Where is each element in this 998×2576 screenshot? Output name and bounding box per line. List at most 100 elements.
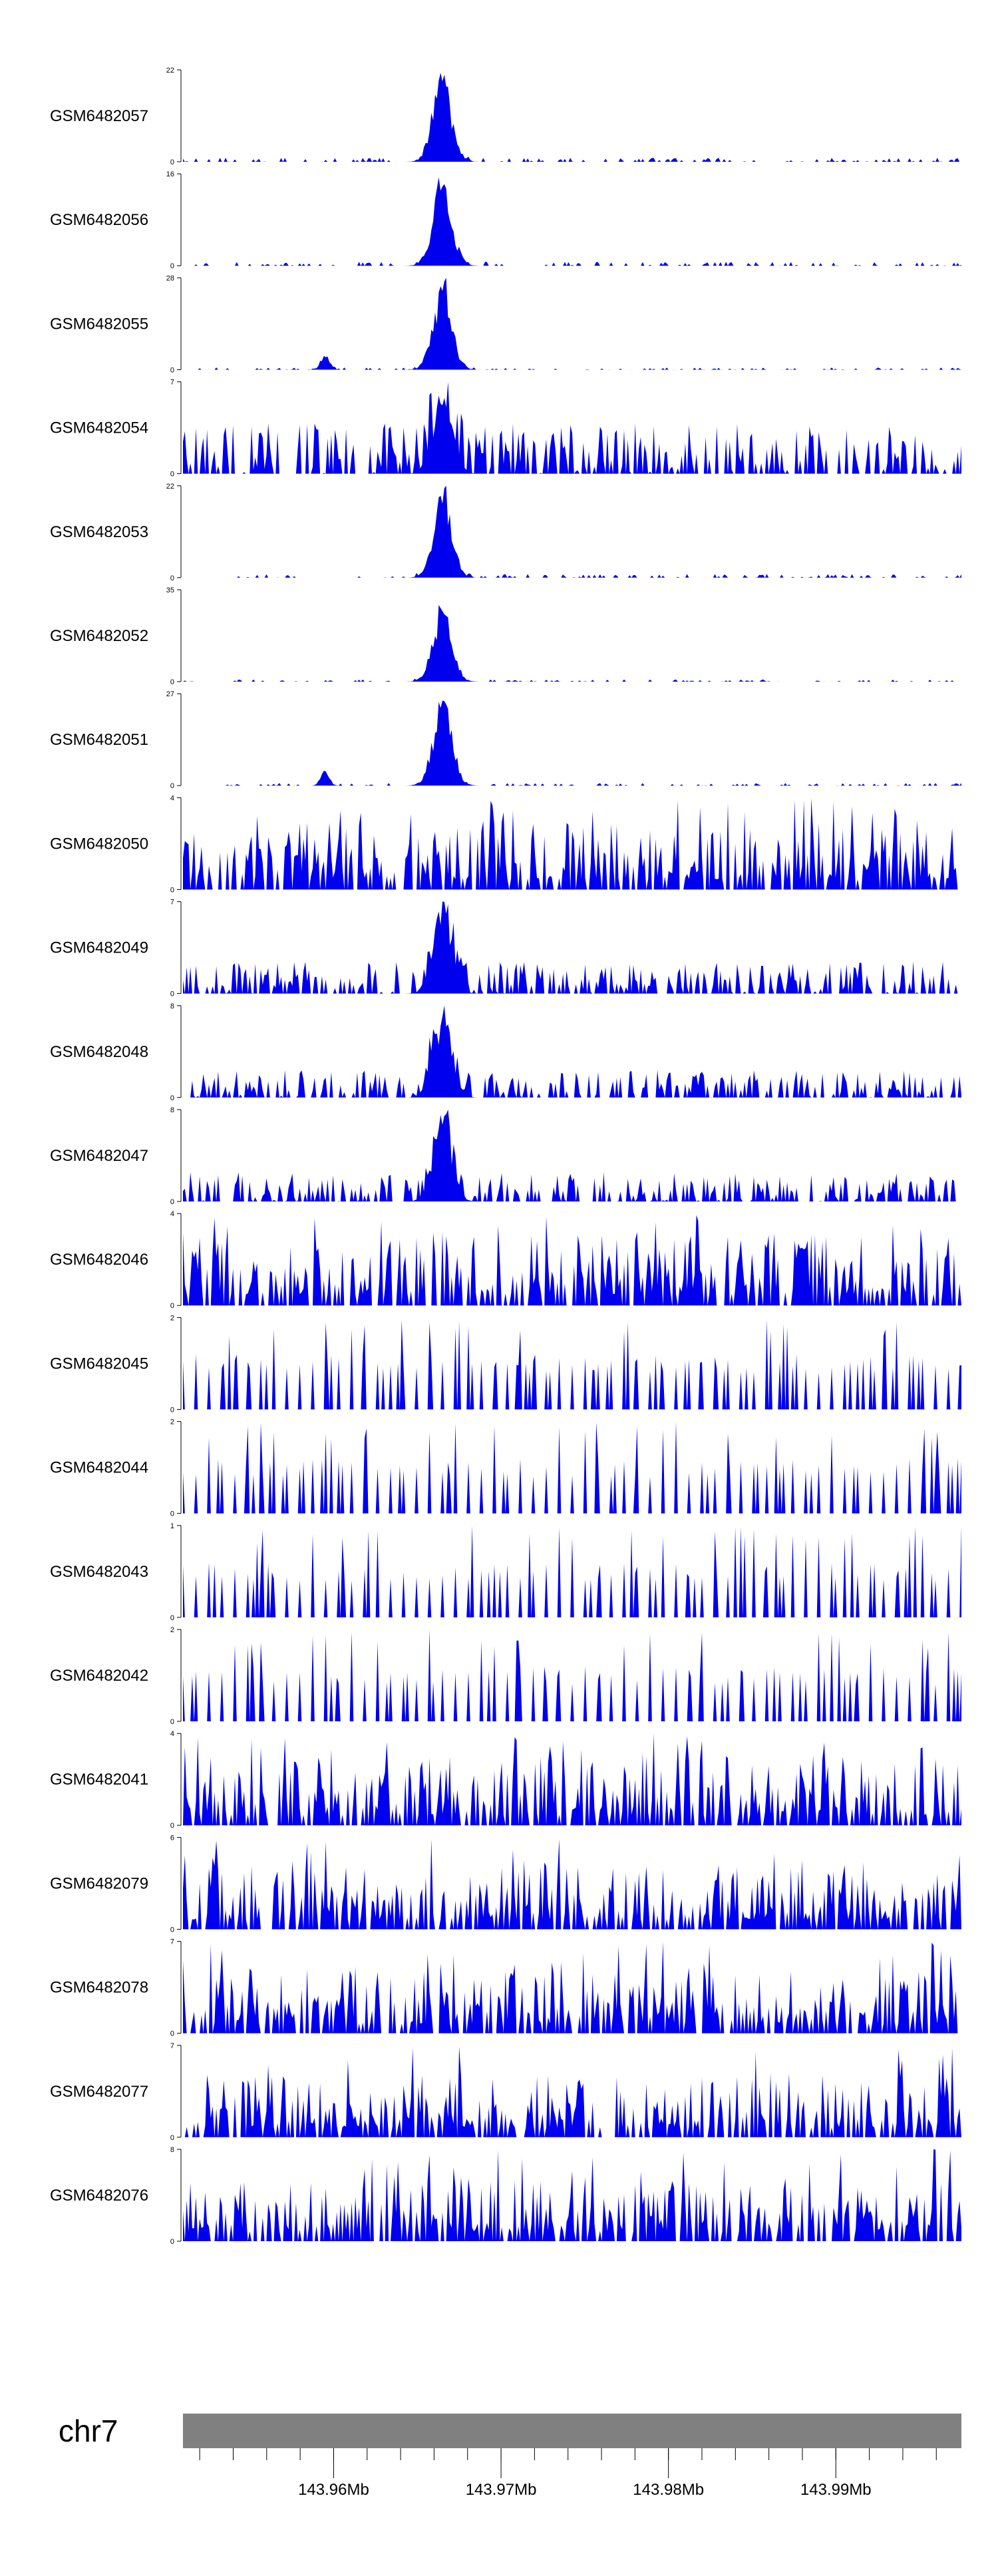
- coverage-track: GSM6482055 28 0: [50, 274, 961, 374]
- y-tick-label-zero: 0: [170, 990, 174, 998]
- y-tick-label-zero: 0: [170, 782, 174, 790]
- coverage-area: [183, 278, 961, 370]
- coverage-track: GSM6482044 2 0: [50, 1418, 961, 1518]
- coverage-tracks: GSM6482057220GSM6482056160GSM6482055280G…: [50, 67, 961, 2246]
- coverage-area: [183, 1942, 961, 2034]
- track-label: GSM6482049: [50, 939, 148, 957]
- y-tick-label-max: 7: [170, 1938, 174, 1946]
- y-tick-label-max: 1: [170, 1522, 174, 1530]
- track-label: GSM6482054: [50, 419, 148, 437]
- y-tick-label-zero: 0: [170, 886, 174, 894]
- y-tick-label-max: 2: [170, 1626, 174, 1634]
- coverage-area: [183, 700, 961, 786]
- coverage-track: GSM6482052 35 0: [50, 586, 961, 686]
- genome-axis-tick-label: 143.96Mb: [298, 2481, 369, 2499]
- y-tick-label-max: 4: [170, 1730, 174, 1738]
- track-label: GSM6482077: [50, 2083, 148, 2101]
- y-tick-label-max: 16: [166, 170, 174, 178]
- coverage-track: GSM6482078 7 0: [50, 1938, 961, 2038]
- y-tick-label-max: 4: [170, 1210, 174, 1218]
- y-tick-label-zero: 0: [170, 262, 174, 270]
- y-tick-label-zero: 0: [170, 1406, 174, 1414]
- y-tick-label-zero: 0: [170, 1614, 174, 1622]
- track-label: GSM6482053: [50, 523, 148, 541]
- track-label: GSM6482051: [50, 731, 148, 749]
- coverage-area: [183, 73, 961, 162]
- coverage-track: GSM6482046 4 0: [50, 1210, 961, 1310]
- genome-axis-tick-label: 143.97Mb: [466, 2481, 537, 2499]
- coverage-track: GSM6482045 2 0: [50, 1314, 961, 1414]
- coverage-area: [183, 1215, 961, 1306]
- y-tick-label-max: 22: [166, 67, 174, 75]
- coverage-area: [183, 2149, 961, 2241]
- coverage-track: GSM6482079 6 0: [50, 1834, 961, 1934]
- coverage-track: GSM6482076 8 0: [50, 2146, 961, 2246]
- y-tick-label-zero: 0: [170, 1822, 174, 1830]
- genome-axis-labels: 143.96Mb 143.97Mb 143.98Mb 143.99Mb: [298, 2481, 872, 2499]
- coverage-area: [183, 2046, 961, 2137]
- y-tick-label-max: 35: [166, 586, 174, 594]
- y-tick-label-max: 2: [170, 1418, 174, 1426]
- coverage-area: [183, 1320, 961, 1410]
- coverage-track: GSM6482043 1 0: [50, 1522, 961, 1622]
- track-label: GSM6482048: [50, 1043, 148, 1061]
- coverage-area: [183, 381, 961, 474]
- track-label: GSM6482052: [50, 627, 148, 645]
- coverage-area: [183, 1525, 961, 1617]
- track-label: GSM6482045: [50, 1355, 148, 1373]
- track-label: GSM6482042: [50, 1667, 148, 1685]
- track-label: GSM6482057: [50, 107, 148, 125]
- y-tick-label-zero: 0: [170, 2134, 174, 2142]
- y-tick-label-max: 27: [166, 690, 174, 698]
- y-tick-label-zero: 0: [170, 1926, 174, 1934]
- coverage-area: [183, 797, 961, 890]
- track-label: GSM6482055: [50, 315, 148, 333]
- coverage-area: [183, 1005, 961, 1098]
- y-tick-label-zero: 0: [170, 158, 174, 166]
- coverage-track: GSM6482077 7 0: [50, 2042, 961, 2142]
- coverage-area: [183, 1733, 961, 1826]
- chromosome-ideogram-panel: chr7 143.96Mb 143.97Mb 143.98Mb 143.99Mb: [59, 2414, 961, 2499]
- track-label: GSM6482047: [50, 1147, 148, 1165]
- coverage-track: GSM6482057 22 0: [50, 67, 961, 166]
- track-label: GSM6482078: [50, 1979, 148, 1997]
- y-tick-label-zero: 0: [170, 1718, 174, 1726]
- coverage-track: GSM6482049 7 0: [50, 899, 961, 998]
- y-tick-label-max: 2: [170, 1314, 174, 1322]
- track-label: GSM6482043: [50, 1563, 148, 1581]
- genome-axis-tick-label: 143.99Mb: [800, 2481, 872, 2499]
- coverage-area: [183, 1629, 961, 1721]
- y-tick-label-max: 6: [170, 1834, 174, 1842]
- coverage-track: GSM6482048 8 0: [50, 1002, 961, 1102]
- track-label: GSM6482050: [50, 835, 148, 853]
- y-tick-label-zero: 0: [170, 1198, 174, 1206]
- genome-axis-tick-label: 143.98Mb: [633, 2481, 704, 2499]
- y-tick-label-max: 8: [170, 1106, 174, 1114]
- y-tick-label-max: 8: [170, 1002, 174, 1010]
- y-tick-label-zero: 0: [170, 574, 174, 582]
- y-tick-label-max: 22: [166, 483, 174, 491]
- coverage-area: [183, 901, 961, 994]
- coverage-area: [183, 604, 961, 682]
- coverage-track: GSM6482047 8 0: [50, 1106, 961, 1206]
- y-tick-label-zero: 0: [170, 678, 174, 686]
- y-tick-label-max: 7: [170, 899, 174, 907]
- y-tick-label-max: 28: [166, 274, 174, 282]
- y-tick-label-max: 7: [170, 2042, 174, 2050]
- track-label: GSM6482056: [50, 211, 148, 229]
- y-tick-label-max: 8: [170, 2146, 174, 2154]
- y-tick-label-zero: 0: [170, 471, 174, 479]
- track-label: GSM6482041: [50, 1771, 148, 1789]
- coverage-track: GSM6482050 4 0: [50, 794, 961, 894]
- coverage-area: [183, 177, 961, 266]
- track-label: GSM6482046: [50, 1251, 148, 1269]
- chromosome-ideogram-bar: [183, 2414, 961, 2448]
- coverage-area: [183, 485, 961, 578]
- coverage-track: GSM6482041 4 0: [50, 1730, 961, 1830]
- y-tick-label-zero: 0: [170, 1510, 174, 1518]
- y-tick-label-zero: 0: [170, 2238, 174, 2246]
- y-tick-label-zero: 0: [170, 1094, 174, 1102]
- track-label: GSM6482044: [50, 1459, 148, 1477]
- y-tick-label-zero: 0: [170, 1302, 174, 1310]
